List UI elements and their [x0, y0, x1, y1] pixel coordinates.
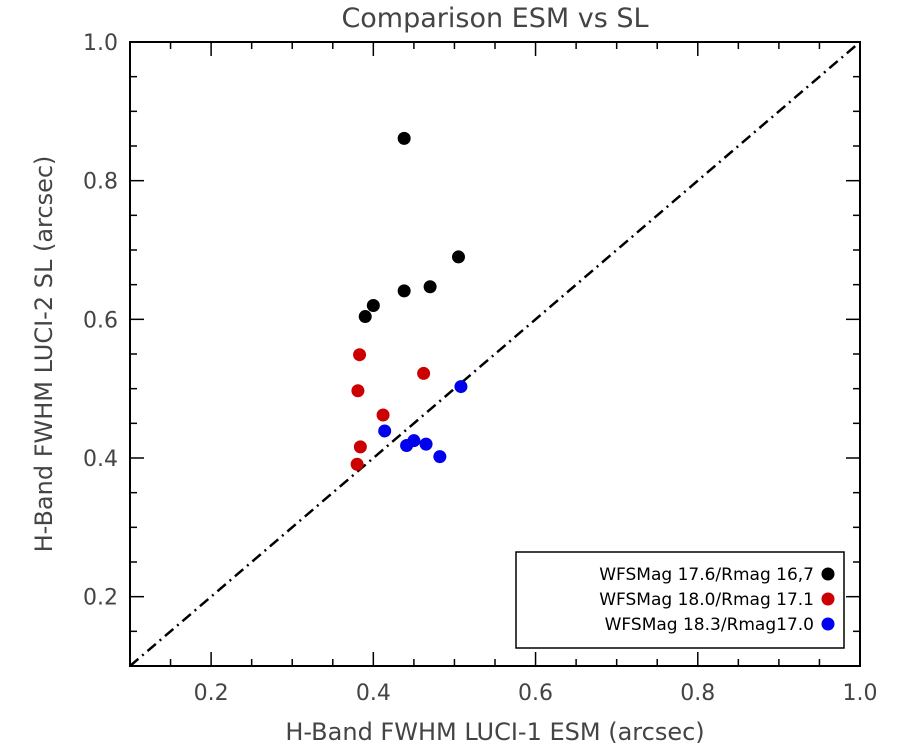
x-tick-label: 1.0 [843, 681, 878, 706]
data-point-series-1 [358, 310, 372, 324]
data-point-series-1 [452, 250, 465, 264]
data-point-series-2 [353, 348, 367, 362]
axis-ticks: 0.2 0.4 0.6 0.8 1.0 0.2 0.4 0.6 0.8 1.0 [83, 31, 878, 706]
data-point-series-3 [433, 450, 447, 464]
y-axis-title: H-Band FWHM LUCI-2 SL (arcsec) [30, 156, 58, 553]
data-point-series-3 [378, 424, 392, 438]
legend-label: WFSMag 18.3/Rmag17.0 [605, 615, 814, 635]
data-point-series-2 [351, 384, 365, 398]
data-point-series-2 [376, 408, 390, 422]
legend-box [515, 551, 845, 649]
legend-marker [821, 592, 835, 606]
data-points [350, 131, 468, 471]
data-point-series-1 [366, 298, 380, 312]
x-tick-label: 0.6 [518, 681, 553, 706]
x-tick-label: 0.8 [680, 681, 715, 706]
legend: WFSMag 17.6/Rmag 16,7 WFSMag 18.0/Rmag 17… [515, 551, 845, 649]
legend-label: WFSMag 17.6/Rmag 16,7 [599, 565, 814, 585]
data-point-series-1 [423, 280, 437, 294]
x-tick-label: 0.2 [194, 681, 229, 706]
data-point-series-3 [419, 437, 433, 451]
y-tick-label: 0.8 [83, 170, 118, 195]
y-tick-label: 0.6 [83, 308, 118, 333]
data-point-series-3 [454, 380, 468, 394]
legend-marker [821, 567, 835, 581]
data-point-series-3 [400, 439, 414, 453]
chart-title: Comparison ESM vs SL [341, 3, 648, 34]
y-tick-label: 0.4 [83, 447, 118, 472]
y-tick-label: 1.0 [83, 31, 118, 56]
x-tick-label: 0.4 [356, 681, 391, 706]
y-tick-label: 0.2 [83, 586, 118, 611]
legend-marker [821, 617, 835, 631]
data-point-series-1 [397, 131, 411, 145]
data-point-series-2 [353, 440, 367, 454]
data-point-series-2 [417, 366, 431, 380]
legend-label: WFSMag 18.0/Rmag 17.1 [599, 590, 814, 610]
data-point-series-1 [397, 284, 411, 298]
x-axis-title: H-Band FWHM LUCI-1 ESM (arcsec) [285, 718, 704, 746]
data-point-series-2 [350, 457, 364, 471]
